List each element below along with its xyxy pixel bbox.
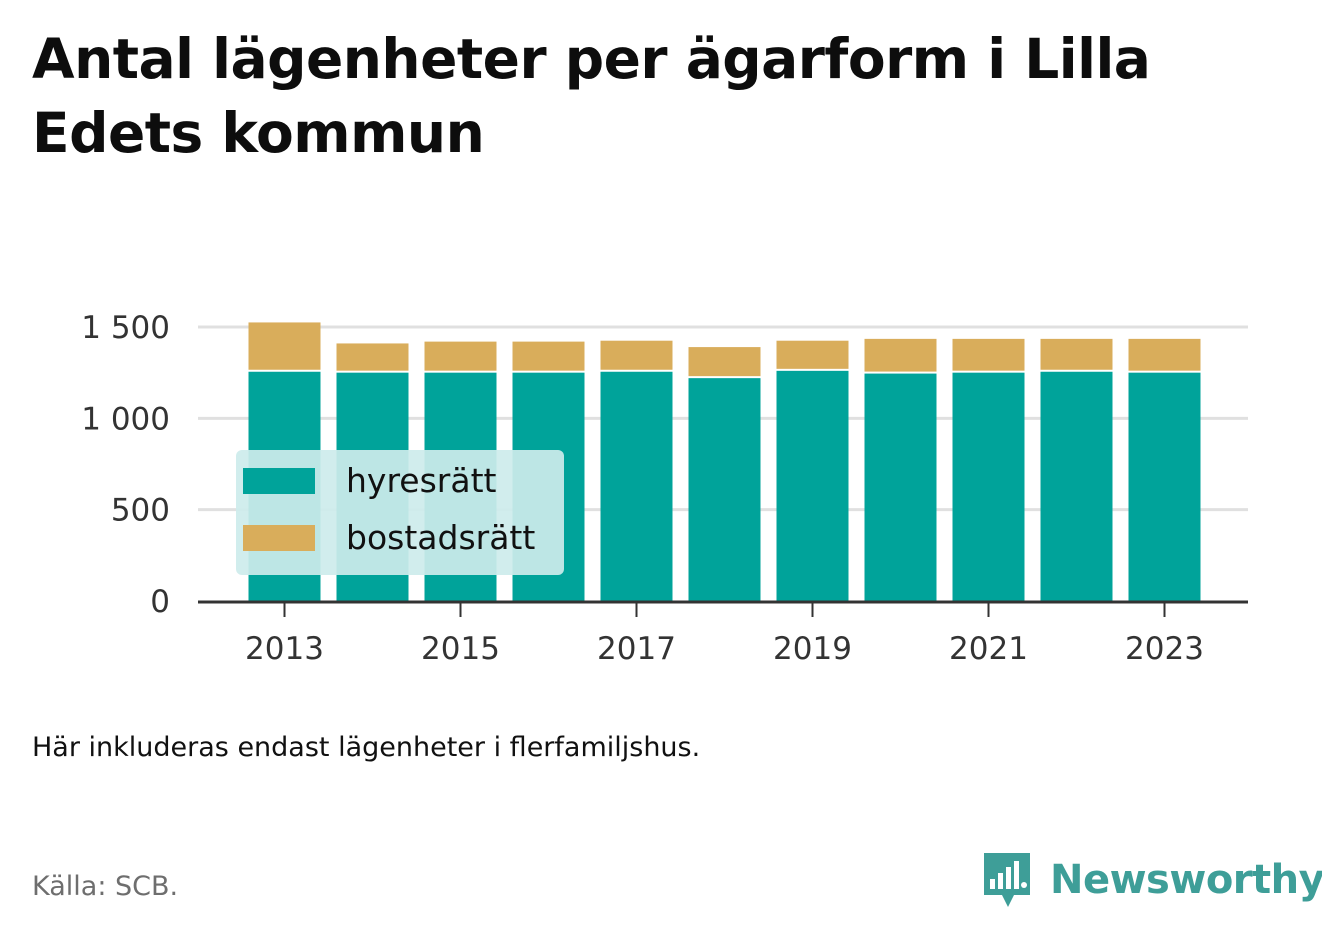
x-tick-label: 2023 — [1125, 631, 1204, 667]
newsworthy-logo-icon — [984, 853, 1030, 907]
bar-bostadsratt-2019 — [776, 340, 849, 369]
legend: hyresrätt bostadsrätt — [236, 450, 564, 575]
bar-bostadsratt-2015 — [424, 341, 497, 371]
bar-bostadsratt-2023 — [1128, 338, 1201, 371]
bar-hyresratt-2020 — [864, 373, 937, 601]
x-tick-label: 2013 — [245, 631, 324, 667]
legend-label-bostadsratt: bostadsrätt — [346, 518, 535, 557]
x-tick-label: 2017 — [597, 631, 676, 667]
chart-title: Antal lägenheter per ägarform i Lilla Ed… — [32, 27, 1151, 165]
bar-bostadsratt-2013 — [248, 322, 321, 370]
bar-hyresratt-2023 — [1128, 372, 1201, 601]
bar-bostadsratt-2020 — [864, 338, 937, 372]
axes: 0 500 1 000 1 500 2013 2015 2017 2019 2021 2023 — [81, 310, 1248, 667]
x-tick-label: 2021 — [949, 631, 1028, 667]
legend-swatch-hyresratt — [243, 468, 315, 494]
source-text: Källa: SCB. — [32, 871, 179, 902]
brand-name: Newsworthy — [1050, 857, 1322, 903]
bar-bostadsratt-2014 — [336, 343, 409, 371]
y-tick-label: 1 000 — [81, 401, 170, 437]
bar-bostadsratt-2016 — [512, 341, 585, 371]
legend-box — [236, 450, 564, 575]
brand-logo: Newsworthy — [980, 848, 1322, 912]
bar-bostadsratt-2022 — [1040, 338, 1113, 370]
x-tick-label: 2015 — [421, 631, 500, 667]
legend-swatch-bostadsratt — [243, 525, 315, 551]
y-tick-label: 1 500 — [81, 310, 170, 346]
bar-bostadsratt-2018 — [688, 347, 761, 377]
x-tick-label: 2019 — [773, 631, 852, 667]
y-tick-label: 0 — [150, 584, 170, 620]
bar-bostadsratt-2017 — [600, 340, 673, 370]
bar-hyresratt-2017 — [600, 371, 673, 601]
stacked-bar-chart: 0 500 1 000 1 500 2013 2015 2017 2019 2021 2023 h… — [81, 310, 1248, 667]
bar-bostadsratt-2021 — [952, 338, 1025, 371]
bar-hyresratt-2022 — [1040, 371, 1113, 601]
legend-label-hyresratt: hyresrätt — [346, 461, 497, 500]
y-tick-label: 500 — [111, 493, 170, 529]
bar-hyresratt-2021 — [952, 372, 1025, 601]
chart-note: Här inkluderas endast lägenheter i flerf… — [32, 732, 701, 763]
bar-hyresratt-2018 — [688, 378, 761, 601]
bar-hyresratt-2019 — [776, 370, 849, 601]
